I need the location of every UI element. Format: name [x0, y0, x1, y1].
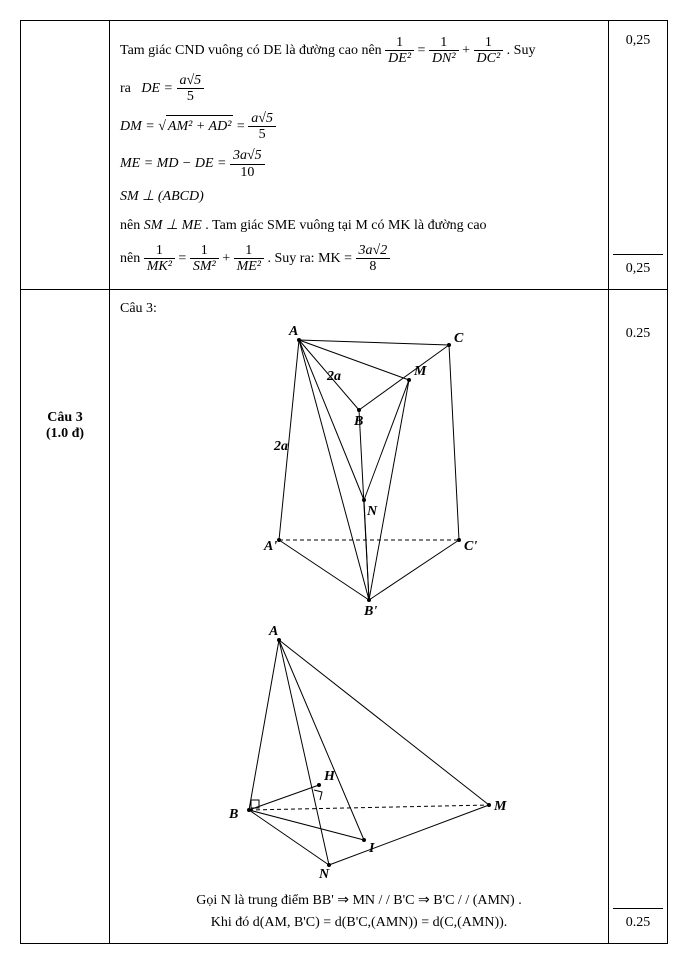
svg-text:B: B [353, 414, 363, 429]
svg-text:H: H [323, 769, 336, 784]
row1-content: Tam giác CND vuông có DE là đường cao nê… [110, 21, 609, 289]
svg-text:A: A [268, 624, 278, 639]
row2-scores: 0.25 0.25 [609, 290, 667, 943]
text: Tam giác CND vuông có DE là đường cao nê… [120, 43, 385, 58]
svg-text:C: C [454, 331, 464, 346]
svg-text:2a: 2a [273, 439, 288, 454]
svg-text:M: M [413, 364, 427, 379]
svg-text:B': B' [363, 604, 377, 619]
score: 0,25 [613, 254, 663, 283]
svg-text:A': A' [263, 539, 277, 554]
row2-content: Câu 3: [110, 290, 609, 943]
score: 0.25 [613, 908, 663, 937]
svg-text:I: I [368, 841, 375, 856]
cau3-label: Câu 3: [120, 298, 598, 320]
row-1: Tam giác CND vuông có DE là đường cao nê… [21, 21, 667, 289]
svg-text:N: N [366, 504, 378, 519]
svg-text:A: A [288, 324, 298, 339]
figure-prism: A C M B N A' C' B' 2a 2a [209, 320, 509, 620]
row1-scores: 0,25 0,25 [609, 21, 667, 289]
bottom-line2: Khi đó d(AM, B'C) = d(B'C,(AMN)) = d(C,(… [120, 912, 598, 934]
svg-text:2a: 2a [326, 369, 341, 384]
ra: ra [120, 81, 131, 96]
svg-text:M: M [493, 799, 507, 814]
row1-left [21, 21, 110, 289]
svg-text:N: N [318, 867, 330, 880]
figure-tetra: A H B M N I [189, 620, 529, 880]
text: . Suy [507, 43, 536, 58]
score: 0.25 [613, 296, 663, 348]
svg-text:B: B [228, 807, 238, 822]
score: 0,25 [613, 27, 663, 254]
row2-left: Câu 3 (1.0 đ) [21, 290, 110, 943]
solution-table: Tam giác CND vuông có DE là đường cao nê… [20, 20, 668, 944]
svg-text:C': C' [464, 539, 477, 554]
row-2: Câu 3 (1.0 đ) Câu 3: [21, 289, 667, 943]
bottom-line1: Gọi N là trung điểm BB' ⇒ MN / / B'C ⇒ B… [120, 890, 598, 912]
